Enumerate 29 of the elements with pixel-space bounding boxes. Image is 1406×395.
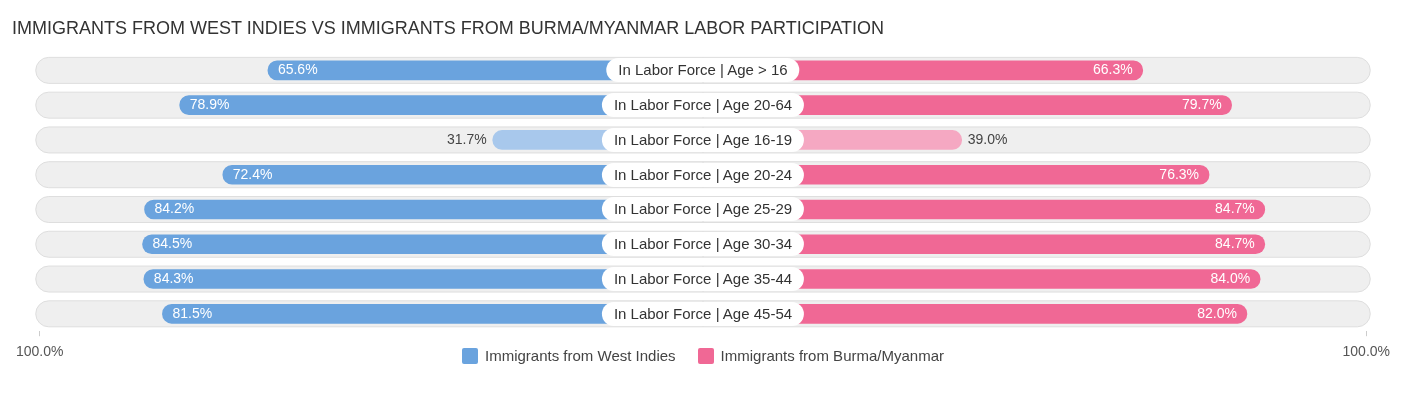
y-tick-label: In Labor Force | Age 25-29 [601,197,805,222]
data-label: 66.3% [1093,61,1133,78]
y-tick-label: In Labor Force | Age 45-54 [601,301,805,326]
data-label: 31.7% [447,130,487,147]
data-label: 72.4% [232,165,273,182]
y-tick-label: In Labor Force | Age 16-19 [601,127,805,152]
data-label: 65.6% [277,61,318,78]
data-label: 84.2% [154,200,195,217]
x-tick-label: 100.0% [16,343,64,360]
y-tick-label: In Labor Force | Age 20-64 [601,93,805,118]
chart-title: IMMIGRANTS FROM WEST INDIES VS IMMIGRANTS FROM BURMA/MYANMAR LABOR PARTICIPATION [11,17,886,40]
data-label: 84.5% [152,235,193,252]
data-label: 84.7% [1215,235,1255,252]
data-label: 39.0% [967,130,1008,147]
legend-label: Immigrants from Burma/Myanmar [720,347,944,364]
data-label: 84.0% [1210,269,1251,286]
y-tick-label: In Labor Force | Age 30-34 [601,232,805,257]
legend-label: Immigrants from West Indies [485,347,676,364]
data-label: 82.0% [1197,304,1237,321]
data-label: 81.5% [172,304,213,321]
data-label: 79.7% [1181,96,1222,113]
data-label: 84.3% [153,269,194,286]
y-tick-label: In Labor Force | Age > 16 [606,58,800,83]
y-tick-label: In Labor Force | Age 35-44 [601,267,805,292]
x-tick-label: 100.0% [1342,343,1390,360]
y-tick-label: In Labor Force | Age 20-24 [601,162,805,187]
data-label: 78.9% [189,96,230,113]
data-label: 76.3% [1159,165,1200,182]
data-label: 84.7% [1215,200,1255,217]
